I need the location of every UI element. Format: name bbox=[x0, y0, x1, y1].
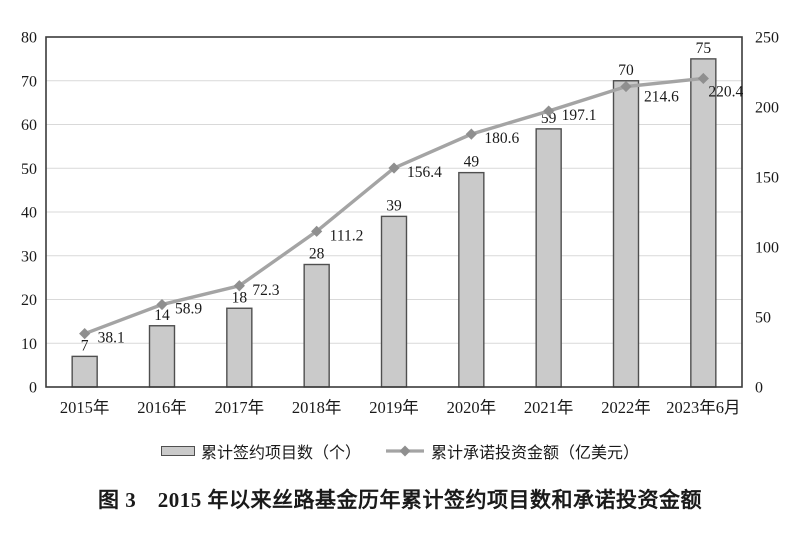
line-swatch-icon bbox=[386, 445, 424, 457]
left-axis-tick-label: 10 bbox=[21, 336, 37, 353]
bar bbox=[303, 263, 330, 388]
chart-svg: 7 14 18 28 39 49 59 70 75 38.1 58.9 72.3 111.2 156.4 1… bbox=[21, 30, 779, 418]
right-axis-tick-label: 0 bbox=[755, 380, 763, 397]
bar-value-label: 59 bbox=[541, 110, 557, 127]
bar bbox=[612, 80, 640, 388]
left-axis-tick-label: 40 bbox=[21, 205, 37, 222]
bar bbox=[458, 171, 485, 388]
bar-value-label: 39 bbox=[386, 197, 402, 214]
line-value-label: 111.2 bbox=[330, 227, 364, 244]
bar bbox=[71, 355, 98, 388]
x-axis-tick-label: 2023年6月 bbox=[666, 398, 740, 417]
line-value-label: 38.1 bbox=[98, 330, 125, 347]
right-axis-tick-label: 50 bbox=[755, 310, 771, 327]
right-axis-tick-label: 100 bbox=[755, 240, 779, 257]
bar bbox=[535, 128, 562, 388]
bar bbox=[380, 215, 408, 388]
bar-value-label: 28 bbox=[309, 246, 325, 263]
right-axis-tick-label: 150 bbox=[755, 170, 779, 187]
left-axis-tick-label: 70 bbox=[21, 73, 37, 90]
bar-value-label: 75 bbox=[696, 40, 712, 57]
x-axis-tick-label: 2020年 bbox=[447, 398, 497, 417]
x-axis-tick-label: 2019年 bbox=[369, 398, 419, 417]
left-axis-tick-label: 20 bbox=[21, 292, 37, 309]
x-axis-tick-label: 2016年 bbox=[137, 398, 187, 417]
left-axis-tick-label: 60 bbox=[21, 117, 37, 134]
left-axis-tick-label: 0 bbox=[29, 380, 37, 397]
left-axis-tick-label: 30 bbox=[21, 248, 37, 265]
right-axis-tick-label: 250 bbox=[755, 30, 779, 47]
legend-bar-label: 累计签约项目数（个） bbox=[200, 445, 361, 462]
bar-value-label: 7 bbox=[81, 337, 89, 354]
bar-value-label: 18 bbox=[232, 289, 248, 306]
left-axis-tick-label: 50 bbox=[21, 161, 37, 178]
bar bbox=[690, 58, 717, 388]
bar-swatch-icon bbox=[160, 446, 195, 456]
line-value-label: 180.6 bbox=[484, 130, 519, 147]
line-marker bbox=[465, 128, 477, 140]
figure-caption: 图 3 2015 年以来丝路基金历年累计签约项目数和承诺投资金额 bbox=[98, 488, 702, 512]
line-marker bbox=[156, 298, 168, 311]
line-marker bbox=[233, 280, 245, 292]
line-marker bbox=[79, 328, 91, 340]
line-value-label: 197.1 bbox=[562, 107, 597, 124]
line-marker bbox=[697, 72, 709, 85]
left-axis-tick-label: 80 bbox=[21, 30, 37, 47]
chart-legend: 累计签约项目数（个） 累计承诺投资金额（亿美元） bbox=[0, 438, 800, 464]
legend-line-label: 累计承诺投资金额（亿美元） bbox=[431, 445, 640, 462]
line-value-label: 72.3 bbox=[252, 282, 279, 299]
x-axis-tick-label: 2015年 bbox=[60, 398, 110, 417]
x-axis-tick-label: 2017年 bbox=[215, 398, 265, 417]
line-marker bbox=[620, 80, 632, 93]
x-axis-tick-label: 2022年 bbox=[601, 398, 651, 417]
x-axis-tick-label: 2021年 bbox=[524, 398, 574, 417]
line-marker bbox=[543, 105, 555, 117]
line-value-label: 156.4 bbox=[407, 164, 442, 181]
legend-item-bars: 累计签约项目数（个） bbox=[160, 439, 361, 463]
bar-value-label: 70 bbox=[618, 62, 634, 79]
bar-value-label: 14 bbox=[154, 307, 170, 324]
line-value-label: 214.6 bbox=[644, 89, 679, 106]
bar-value-label: 49 bbox=[464, 154, 480, 171]
bar bbox=[148, 325, 176, 388]
x-axis-tick-label: 2018年 bbox=[292, 398, 342, 417]
plot-frame bbox=[45, 36, 743, 388]
legend-item-line: 累计承诺投资金额（亿美元） bbox=[385, 439, 639, 463]
line-marker bbox=[311, 225, 323, 237]
line-value-label: 58.9 bbox=[175, 301, 202, 318]
line-value-label: 220.4 bbox=[708, 83, 743, 100]
bar bbox=[226, 307, 253, 388]
line-marker bbox=[388, 162, 400, 174]
right-axis-tick-label: 200 bbox=[755, 100, 779, 117]
